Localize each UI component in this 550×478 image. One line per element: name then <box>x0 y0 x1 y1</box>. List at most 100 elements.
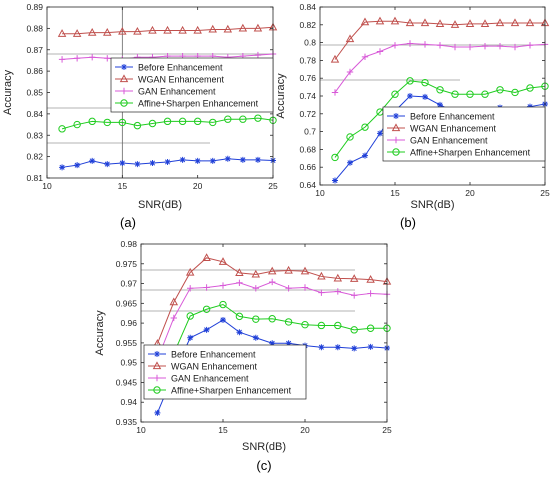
data-point <box>377 130 383 137</box>
series-line <box>156 257 388 344</box>
x-tick-label: 20 <box>193 181 203 191</box>
data-point <box>366 324 375 332</box>
x-tick-label: 25 <box>540 188 550 198</box>
y-tick-label: 0.78 <box>299 55 316 65</box>
data-point <box>480 19 490 28</box>
data-point <box>254 51 262 59</box>
data-point <box>407 93 413 99</box>
data-point <box>251 269 261 278</box>
data-point <box>203 284 210 291</box>
data-point <box>133 121 142 130</box>
y-tick-label: 0.955 <box>116 338 138 348</box>
data-point <box>466 43 474 51</box>
chart-panel-2: 0.64 0.66 0.68 0.7 0.72 0.74 0.76 0.78 0.8 0.82 0.… <box>275 2 550 211</box>
legend-marker <box>153 386 161 394</box>
data-point <box>346 68 354 76</box>
data-point <box>420 18 430 27</box>
x-tick-label: 25 <box>268 181 278 191</box>
data-point <box>267 266 277 275</box>
y-tick-label: 0.7 <box>304 127 316 137</box>
data-point <box>103 28 112 36</box>
data-point <box>178 117 187 126</box>
legend: Before Enhancement WGAN Enhancement GAN En… <box>382 106 546 162</box>
data-point <box>406 77 414 85</box>
x-tick-label: 20 <box>300 425 310 435</box>
data-point <box>361 123 369 131</box>
data-point <box>526 42 534 49</box>
legend-label: GAN Enhancement <box>138 86 216 96</box>
data-point <box>193 117 202 126</box>
series-line <box>334 80 546 158</box>
data-point <box>330 54 340 63</box>
data-point <box>194 157 201 164</box>
data-point <box>421 78 429 87</box>
data-point <box>436 42 444 49</box>
legend-label: Affine+Sharpen Enhancement <box>171 385 292 395</box>
y-tick-label: 0.87 <box>26 45 43 55</box>
y-tick-label: 0.975 <box>116 259 138 269</box>
x-tick-label: 15 <box>118 181 128 191</box>
data-point <box>525 18 535 27</box>
data-point <box>103 118 111 127</box>
data-point <box>224 115 232 123</box>
x-tick-label: 10 <box>136 425 146 435</box>
y-tick-label: 0.83 <box>26 130 43 140</box>
panel-label: (c) <box>256 458 271 473</box>
data-point <box>367 343 374 350</box>
data-point <box>269 278 276 286</box>
data-point <box>360 17 370 26</box>
data-point <box>219 282 227 289</box>
data-point <box>334 288 341 295</box>
data-point <box>334 321 342 330</box>
y-axis-label: Accuracy <box>275 73 287 119</box>
data-point <box>318 344 325 351</box>
legend-marker <box>393 113 399 119</box>
data-point <box>252 334 259 341</box>
data-point <box>405 18 415 27</box>
data-point <box>254 114 262 122</box>
data-point <box>187 285 194 292</box>
data-point <box>223 24 233 33</box>
x-tick-label: 15 <box>218 425 228 435</box>
data-point <box>104 161 111 168</box>
data-point <box>451 43 459 51</box>
data-point <box>481 42 489 50</box>
y-tick-label: 0.8 <box>304 38 316 48</box>
data-point <box>235 268 244 276</box>
legend-box <box>143 344 307 400</box>
data-point <box>466 90 474 98</box>
data-point <box>351 292 358 299</box>
data-point <box>169 297 179 306</box>
data-point <box>361 53 369 61</box>
data-point <box>89 54 96 61</box>
legend-box <box>110 57 274 113</box>
x-tick-label: 25 <box>382 425 392 435</box>
data-point <box>209 157 216 164</box>
data-point <box>284 265 293 274</box>
data-point <box>334 344 341 351</box>
data-point <box>208 24 217 33</box>
legend-marker <box>152 361 162 370</box>
y-tick-label: 0.95 <box>120 358 137 368</box>
legend-marker <box>153 374 161 382</box>
legend-label: Before Enhancement <box>138 62 223 72</box>
legend: Before Enhancement WGAN Enhancement GAN En… <box>143 344 307 400</box>
data-point <box>285 340 292 347</box>
y-tick-label: 0.76 <box>299 73 316 83</box>
data-point <box>187 334 194 341</box>
data-point <box>331 153 339 162</box>
data-point <box>351 345 358 352</box>
data-point <box>133 26 142 35</box>
data-point <box>185 267 195 276</box>
data-point <box>451 90 459 98</box>
y-tick-label: 0.74 <box>299 91 316 101</box>
legend-box <box>382 106 546 162</box>
legend-marker <box>392 136 400 144</box>
legend-label: WGAN Enhancement <box>138 74 225 84</box>
data-point <box>58 125 66 133</box>
data-point <box>163 117 172 126</box>
y-tick-label: 0.96 <box>120 318 137 328</box>
data-point <box>406 40 414 47</box>
data-point <box>421 41 429 48</box>
